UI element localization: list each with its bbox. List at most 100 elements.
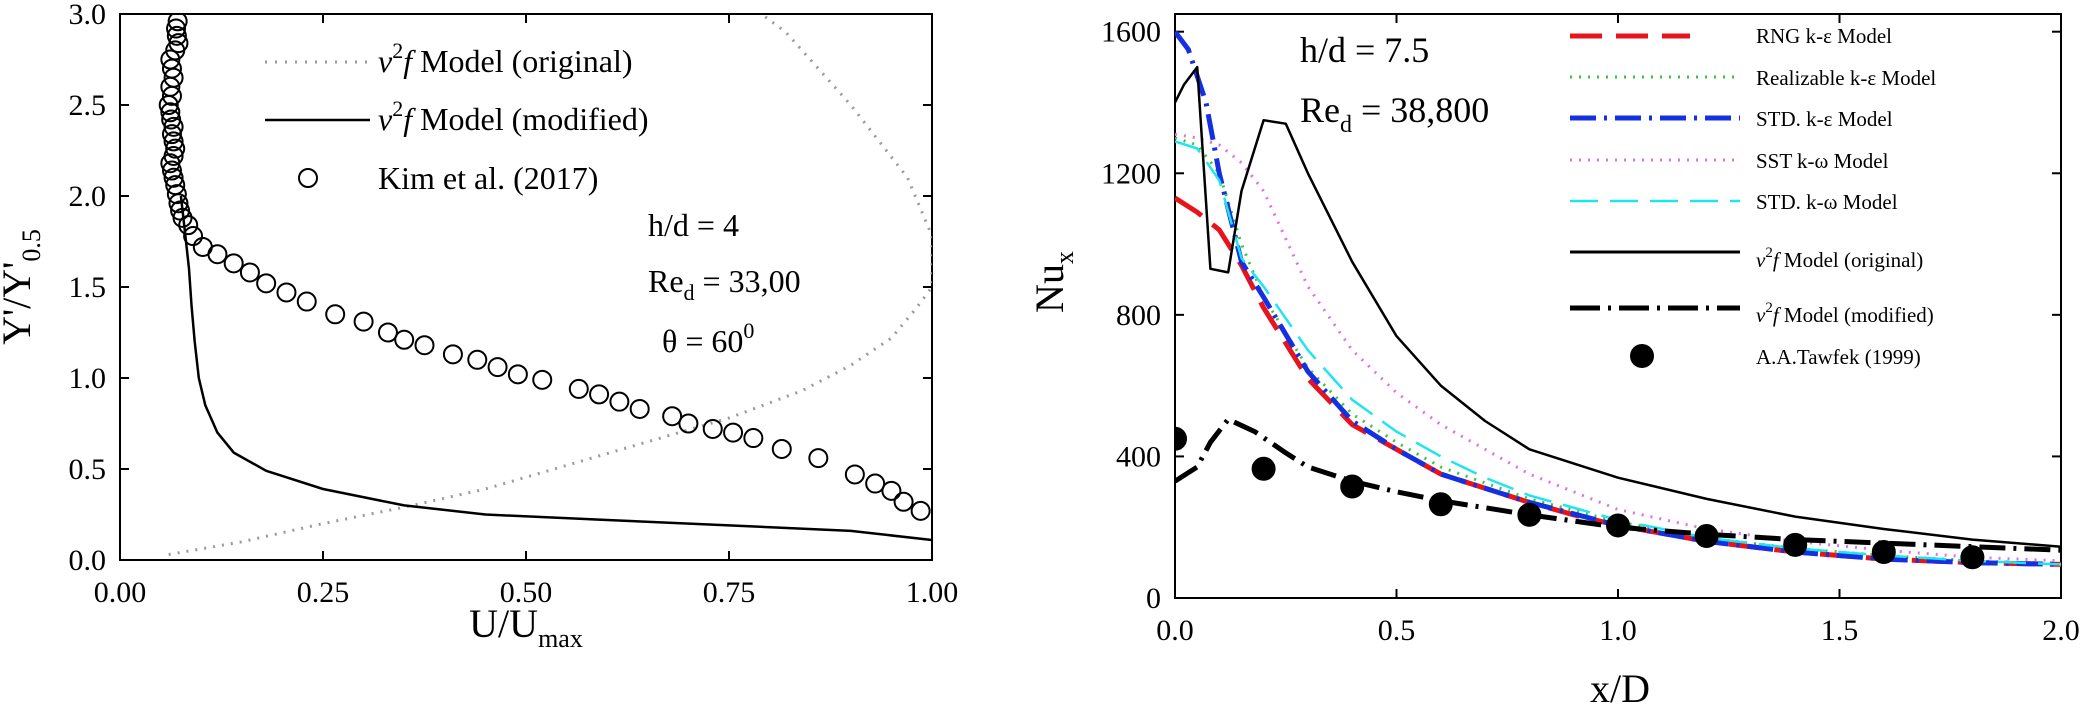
right-legend-entry-std-kw: STD. k-ω Model (1570, 190, 1898, 214)
left-data-point (467, 349, 488, 370)
left-legend-label-original: v2f Model (original) (378, 38, 632, 79)
right-legend-entry-v2f-original: v2f Model (original) (1570, 245, 1923, 272)
right-data-point (1606, 513, 1630, 538)
left-data-point (256, 273, 277, 294)
right-y-tick-label: 400 (1116, 440, 1161, 473)
right-data-point (1960, 545, 1985, 570)
right-series-line-model-original (1175, 65, 2061, 548)
left-x-tick-label: 0.75 (703, 576, 756, 609)
left-data-point (223, 253, 244, 274)
left-data-point (163, 131, 184, 152)
left-data-point (161, 124, 182, 145)
right-legend-swatch-tawfek (1630, 344, 1654, 368)
left-data-point (160, 102, 181, 123)
right-legend-entry-v2f-modified: v2f Model (modified) (1570, 300, 1934, 327)
right-legend-label-std-kw: STD. k-ω Model (1756, 190, 1898, 214)
left-series-layer (158, 14, 932, 556)
left-data-point (629, 398, 650, 419)
left-axis-ticks: 0.00 0.25 0.50 0.75 1.00 0.0 0.5 1.0 1.5 2.0 2.5 3.… (69, 0, 959, 609)
left-data-point (808, 448, 829, 469)
left-data-point (844, 464, 865, 485)
right-annotations: h/d = 7.5 Red = 38,800 (1300, 30, 1489, 138)
right-legend-entry-rng: RNG k-ε Model (1570, 24, 1892, 48)
left-y-tick-label: 1.5 (69, 271, 107, 304)
left-data-point (609, 391, 630, 412)
right-data-point (1871, 539, 1896, 564)
left-data-point (881, 480, 902, 501)
left-x-tick-label: 0.25 (297, 576, 350, 609)
left-annotation-theta: θ = 600 (662, 318, 754, 359)
left-annotation-re: Red = 33,00 (648, 263, 801, 305)
left-data-point (893, 491, 914, 512)
right-data-point (1694, 524, 1719, 549)
left-y-tick-label: 2.5 (69, 89, 107, 122)
left-legend-entry-kim: Kim et al. (2017) (298, 160, 598, 196)
left-data-point (771, 438, 792, 459)
left-data-point (353, 311, 374, 332)
left-data-point (183, 226, 204, 247)
left-x-tick-label: 0.50 (500, 576, 553, 609)
right-x-tick-label: 1.5 (1821, 614, 1859, 647)
right-annotation-re: Red = 38,800 (1300, 90, 1489, 138)
left-data-point (532, 369, 553, 390)
right-legend-label-rng: RNG k-ε Model (1756, 24, 1892, 48)
left-data-point (239, 262, 260, 283)
right-y-tick-label: 0 (1146, 582, 1161, 615)
right-data-point (1340, 474, 1365, 499)
left-legend-entry-original: v2f Model (original) (265, 38, 632, 79)
left-data-point (910, 500, 931, 521)
left-data-point (161, 109, 182, 130)
left-data-point (743, 428, 764, 449)
left-data-point (487, 357, 508, 378)
right-annotation-hd: h/d = 7.5 (1300, 30, 1429, 70)
right-axis-ticks: 0.0 0.5 1.0 1.5 2.0 0 400 800 1200 1600 (1101, 14, 2080, 647)
left-data-point (865, 473, 886, 494)
left-legend-swatch-kim (298, 168, 318, 188)
right-x-tick-label: 2.0 (2042, 614, 2080, 647)
left-data-point (165, 138, 186, 159)
left-legend: v2f Model (original) v2f Model (modified… (265, 38, 648, 196)
left-data-point (377, 322, 398, 343)
left-data-point (662, 406, 683, 427)
left-data-point (166, 25, 187, 46)
right-y-tick-label: 1600 (1101, 16, 1161, 49)
right-series-line-std-k-model (1175, 140, 2061, 566)
left-data-point (702, 418, 723, 439)
left-y-axis-label: Y'/Y'0.5 (0, 229, 46, 345)
right-series-layer (1175, 30, 2061, 570)
right-legend-label-sst: SST k-ω Model (1756, 149, 1889, 173)
left-plot-frame (119, 13, 933, 561)
left-y-tick-label: 0.5 (69, 453, 107, 486)
right-legend-entry-realizable: Realizable k-ε Model (1570, 66, 1936, 90)
right-series-line-std-k-model (1175, 30, 2061, 567)
left-y-tick-label: 3.0 (69, 0, 107, 31)
left-data-point (167, 14, 188, 32)
left-data-point (163, 167, 184, 188)
right-series-a-a-tawfek-1999 (1175, 426, 1985, 570)
left-data-point (589, 384, 610, 405)
right-legend-label-v2f-original: v2f Model (original) (1756, 245, 1923, 272)
right-legend: RNG k-ε Model Realizable k-ε Model STD. … (1570, 24, 1936, 369)
left-legend-label-modified: v2f Model (modified) (378, 96, 648, 137)
right-series-line-model-modified (1175, 416, 2061, 553)
right-x-tick-label: 1.0 (1599, 614, 1637, 647)
right-legend-label-v2f-modified: v2f Model (modified) (1756, 300, 1934, 327)
left-data-point (678, 413, 699, 434)
right-y-axis-label: Nux (1027, 251, 1079, 313)
left-annotation-hd: h/d = 4 (648, 207, 739, 243)
left-x-tick-label: 0.00 (94, 576, 147, 609)
left-data-point (325, 304, 346, 325)
left-data-point (166, 18, 187, 39)
left-y-tick-label: 0.0 (69, 544, 107, 577)
right-series-line-sst-k-model (1175, 132, 2061, 563)
right-legend-entry-tawfek: A.A.Tawfek (1999) (1630, 344, 1921, 369)
left-data-point (165, 175, 186, 196)
left-series-line-model-original (168, 14, 932, 556)
left-y-tick-label: 1.0 (69, 362, 107, 395)
left-annotations: h/d = 4 Red = 33,00 θ = 600 (648, 207, 801, 359)
right-data-point (1251, 456, 1276, 481)
left-data-point (723, 422, 744, 443)
right-y-tick-label: 1200 (1101, 157, 1161, 190)
right-legend-entry-sst: SST k-ω Model (1570, 149, 1889, 173)
